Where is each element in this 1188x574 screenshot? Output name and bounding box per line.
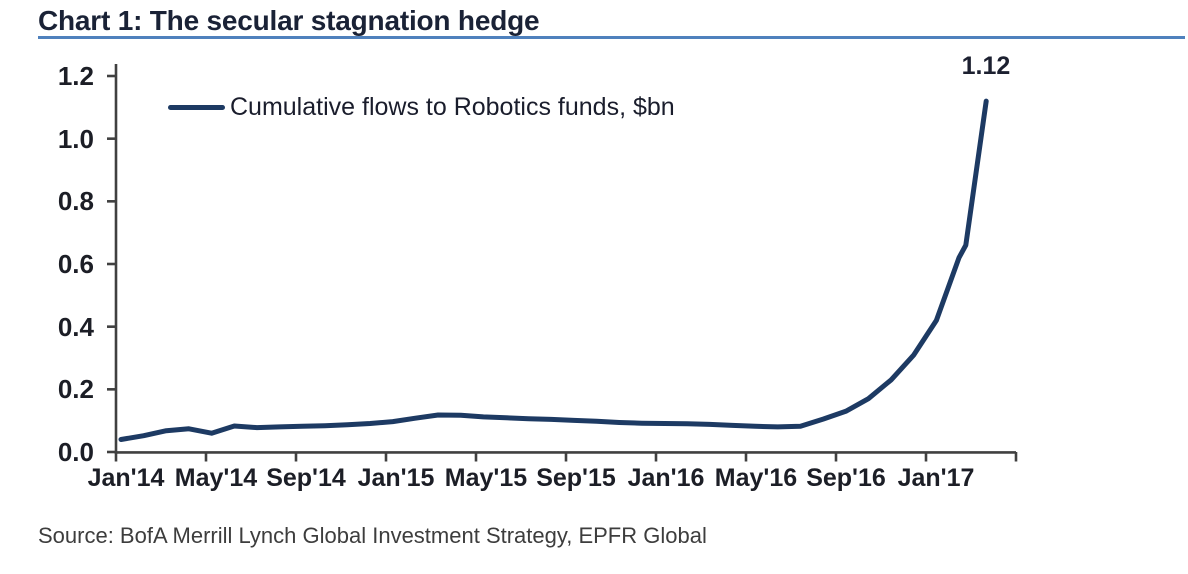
y-tick-label: 0.6 — [57, 249, 94, 279]
series-line — [118, 98, 989, 442]
x-tick-label: Sep'15 — [536, 464, 616, 492]
x-tick-label: Sep'16 — [806, 464, 886, 492]
x-tick-label: Jan'17 — [897, 464, 975, 492]
legend-label: Cumulative flows to Robotics funds, $bn — [230, 93, 675, 121]
y-tick-label: 0.2 — [57, 374, 94, 405]
end-value-label: 1.12 — [961, 52, 1011, 80]
x-tick-label: Sep'14 — [266, 464, 346, 492]
title-underline — [38, 36, 1185, 39]
y-tick-label: 0.4 — [57, 311, 94, 342]
y-tick-label: 0.8 — [57, 186, 94, 217]
y-tick-label: 1.0 — [57, 123, 94, 154]
x-tick-label: Jan'15 — [357, 464, 435, 492]
y-tick-label: 0.0 — [57, 437, 94, 467]
source-note: Source: BofA Merrill Lynch Global Invest… — [38, 523, 707, 548]
x-tick-label: May'15 — [444, 464, 528, 492]
legend-line-marker — [168, 104, 225, 110]
y-tick-label: 1.2 — [57, 61, 94, 91]
legend: Cumulative flows to Robotics funds, $bn — [168, 93, 675, 121]
page-title: Chart 1: The secular stagnation hedge — [38, 5, 540, 36]
x-tick-label: May'16 — [714, 464, 798, 492]
x-tick-label: Jan'16 — [627, 464, 705, 492]
x-tick-label: Jan'14 — [87, 464, 165, 492]
x-tick-label: May'14 — [174, 464, 258, 492]
axis-ticks — [107, 74, 1018, 462]
